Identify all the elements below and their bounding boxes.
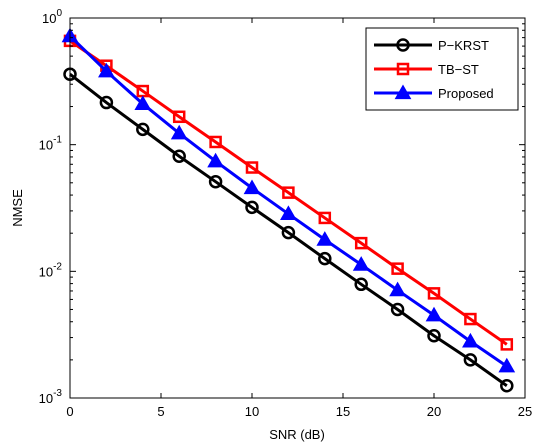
y-tick-exponent: 0 — [56, 8, 62, 19]
y-tick-base: 10 — [39, 138, 53, 153]
legend-label: Proposed — [438, 86, 494, 101]
x-tick-label: 25 — [518, 404, 532, 419]
x-tick-label: 10 — [245, 404, 259, 419]
y-tick-exponent: -1 — [53, 135, 62, 146]
point-marker — [354, 277, 368, 292]
point-marker — [172, 110, 186, 124]
y-tick-label: 100 — [42, 8, 62, 26]
point-marker — [389, 281, 406, 297]
point-marker — [390, 302, 405, 317]
point-marker — [136, 122, 150, 137]
point-marker — [280, 205, 297, 221]
y-tick-base: 10 — [42, 11, 56, 26]
x-tick-label: 20 — [427, 404, 441, 419]
point-marker — [209, 135, 222, 149]
point-marker — [391, 262, 404, 275]
point-marker — [396, 62, 410, 76]
x-axis-label: SNR (dB) — [269, 427, 325, 442]
point-marker — [170, 124, 188, 140]
legend-entry: Proposed — [374, 84, 494, 101]
y-tick-base: 10 — [39, 391, 53, 406]
point-marker — [245, 161, 259, 174]
point-marker — [427, 287, 441, 300]
series-line — [69, 73, 508, 387]
legend-label: TB−ST — [438, 62, 479, 77]
point-marker — [462, 332, 479, 348]
point-marker — [172, 149, 186, 164]
point-marker — [394, 84, 412, 100]
point-marker — [245, 200, 259, 215]
y-tick-label: 10-1 — [39, 135, 63, 153]
point-marker — [427, 329, 441, 343]
point-marker — [354, 236, 368, 250]
series-layer — [61, 27, 516, 393]
point-marker — [134, 95, 152, 110]
x-tick-label: 15 — [336, 404, 350, 419]
point-marker — [425, 306, 443, 322]
y-tick-label: 10-2 — [39, 261, 63, 279]
legend-label: P−KRST — [438, 38, 489, 53]
point-marker — [99, 95, 114, 110]
point-marker — [207, 152, 224, 168]
legend-entry: TB−ST — [374, 62, 479, 77]
plot-frame — [69, 17, 526, 399]
point-marker — [500, 378, 514, 393]
point-marker — [318, 251, 332, 266]
point-marker — [463, 353, 478, 367]
point-marker — [464, 312, 477, 326]
legend: P−KRST TB−ST Proposed — [365, 27, 519, 111]
x-tick-label: 5 — [157, 404, 164, 419]
point-marker — [208, 174, 223, 189]
point-marker — [396, 38, 410, 52]
point-marker — [352, 256, 370, 271]
y-tick-exponent: -2 — [53, 261, 62, 272]
point-marker — [318, 211, 332, 225]
y-tick-exponent: -3 — [53, 388, 62, 399]
y-axis-label: NMSE — [10, 189, 25, 227]
y-tick-base: 10 — [39, 264, 53, 279]
point-marker — [98, 62, 115, 78]
point-marker — [316, 231, 334, 246]
point-marker — [498, 357, 516, 373]
point-marker — [243, 179, 261, 195]
legend-entry: P−KRST — [374, 38, 489, 53]
x-tick-label: 0 — [66, 404, 73, 419]
point-marker — [500, 338, 514, 351]
point-marker — [282, 186, 295, 199]
point-marker — [281, 225, 296, 240]
series-line — [69, 39, 508, 346]
y-tick-label: 10-3 — [39, 388, 63, 406]
